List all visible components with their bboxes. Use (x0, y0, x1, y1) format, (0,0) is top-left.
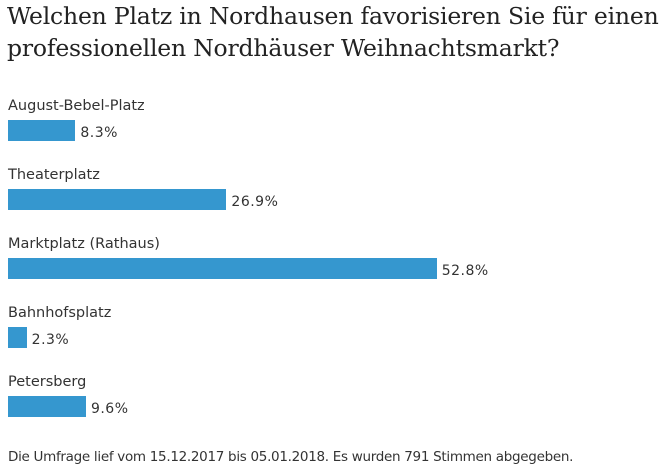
chart-title: Welchen Platz in Nordhausen favorisieren… (7, 2, 659, 62)
category-label: Bahnhofsplatz (8, 305, 112, 321)
bar (8, 189, 227, 210)
bar (8, 396, 86, 417)
value-label: 26.9% (231, 194, 279, 210)
bar-group: August-Bebel-Platz 8.3% (8, 97, 145, 144)
bar-group: Marktplatz (Rathaus) 52.8% (8, 235, 488, 282)
bar-group: Petersberg 9.6% (8, 373, 128, 420)
category-label: August-Bebel-Platz (8, 98, 145, 114)
poll-footer: Die Umfrage lief vom 15.12.2017 bis 05.0… (8, 449, 574, 465)
bar (8, 258, 437, 279)
category-label: Theaterplatz (8, 167, 100, 183)
bar-group: Bahnhofsplatz 2.3% (8, 304, 111, 351)
value-label: 2.3% (31, 332, 70, 348)
category-label: Marktplatz (Rathaus) (8, 236, 160, 252)
value-label: 9.6% (90, 401, 129, 417)
bar-group: Theaterplatz 26.9% (8, 166, 278, 213)
bar (8, 327, 27, 348)
bar (8, 120, 76, 141)
category-label: Petersberg (8, 374, 87, 390)
value-label: 8.3% (80, 125, 118, 141)
value-label: 52.8% (441, 263, 489, 279)
